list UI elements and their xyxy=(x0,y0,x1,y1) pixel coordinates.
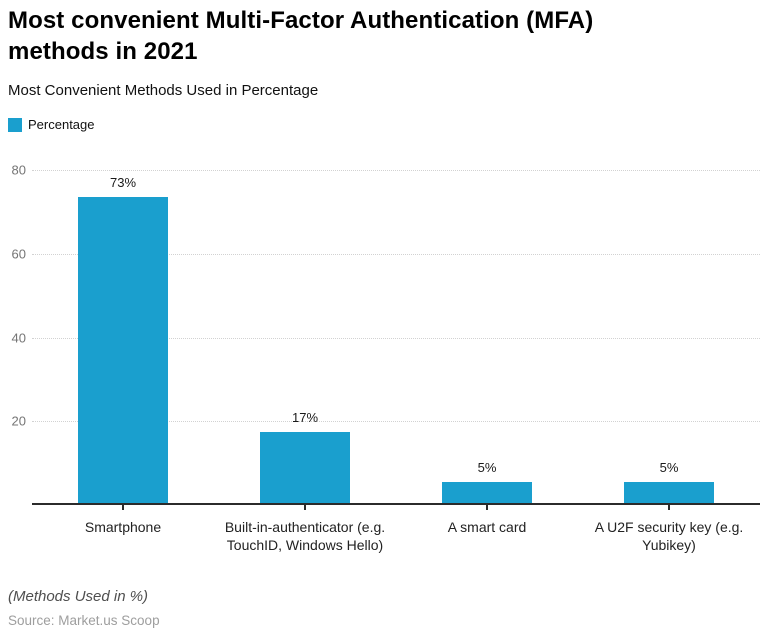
y-axis-tick-label: 20 xyxy=(11,413,26,429)
x-axis-tick xyxy=(668,505,670,510)
plot-area: 20 40 60 80 73% Smartphone 17% Built-in-authent… xyxy=(12,163,760,553)
gridline-40 xyxy=(32,337,760,339)
gridline-80 xyxy=(32,170,760,171)
bar-value-label: 17% xyxy=(291,409,319,425)
bar-value-label: 5% xyxy=(477,460,497,476)
legend-label: Percentage xyxy=(28,117,95,132)
bar-1 xyxy=(78,197,168,503)
bar-2 xyxy=(260,431,350,503)
legend-swatch-icon xyxy=(8,117,22,132)
x-axis-category-label: A smart card xyxy=(447,519,527,535)
gridline-20 xyxy=(32,421,760,423)
chart-subtitle: Most Convenient Methods Used in Percenta… xyxy=(8,82,319,99)
x-axis-category-label: A U2F security key (e.g. Yubikey) xyxy=(594,519,744,553)
chart-title-line1: Most convenient Multi-Factor Authenticat… xyxy=(8,7,594,34)
x-axis-tick xyxy=(304,505,306,510)
chart-title-line2: methods in 2021 xyxy=(8,38,198,65)
x-axis-tick xyxy=(486,505,488,510)
chart-source: Source: Market.us Scoop xyxy=(8,613,160,628)
y-axis-tick-label: 40 xyxy=(11,330,26,345)
bar-value-label: 73% xyxy=(109,175,137,191)
chart-footnote: (Methods Used in %) xyxy=(8,588,149,605)
gridline-60 xyxy=(32,253,760,255)
x-axis-category-label: Smartphone xyxy=(84,519,162,535)
legend: Percentage xyxy=(8,117,95,132)
y-axis-tick-label: 80 xyxy=(11,162,26,178)
x-axis-line xyxy=(32,503,760,505)
y-axis-tick-label: 60 xyxy=(11,246,26,262)
x-axis-tick xyxy=(122,505,124,510)
bar-4 xyxy=(624,482,714,503)
bar-value-label: 5% xyxy=(659,460,679,476)
chart-title: Most convenient Multi-Factor Authenticat… xyxy=(8,5,593,67)
bar-3 xyxy=(442,482,532,503)
x-axis-category-label: Built-in-authenticator (e.g. TouchID, Wi… xyxy=(224,519,386,553)
